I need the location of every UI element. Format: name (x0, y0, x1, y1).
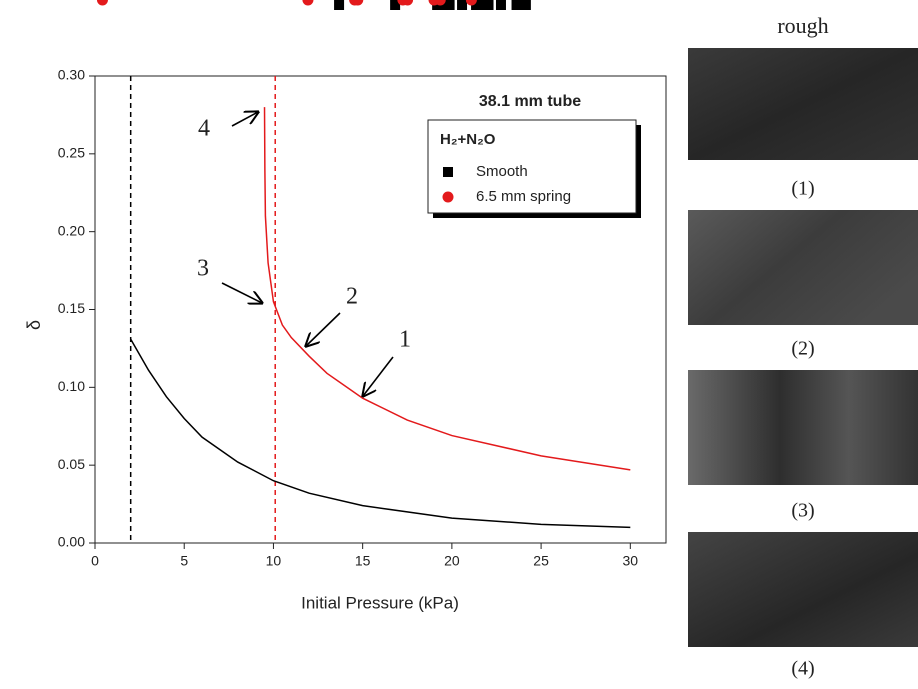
x-tick-label: 10 (266, 553, 282, 569)
photo-label: (2) (791, 338, 814, 360)
fit-curve (130, 338, 631, 529)
point (444, 0, 455, 10)
x-axis-title: Initial Pressure (kPa) (301, 593, 459, 612)
point (302, 0, 314, 6)
legend-marker (443, 167, 453, 177)
x-tick-label: 0 (91, 553, 99, 569)
photo-label: (3) (791, 500, 814, 522)
point (402, 0, 414, 6)
point (96, 0, 108, 6)
point (483, 0, 494, 10)
annotation-arrow (306, 312, 341, 346)
photo-label: (1) (791, 178, 814, 200)
point (520, 0, 531, 10)
legend-box (427, 119, 637, 214)
x-tick-label: 20 (444, 553, 460, 569)
y-tick-label: 0.05 (58, 456, 85, 472)
annotation-arrow (221, 282, 262, 303)
point (465, 0, 477, 6)
legend-title: H₂+N₂O (440, 131, 496, 148)
fit-curve (263, 107, 631, 471)
y-tick-label: 0.00 (58, 534, 85, 550)
photo-label: (4) (791, 658, 814, 680)
legend-label: Smooth (476, 163, 528, 180)
annotation: 1 (399, 327, 411, 353)
photo (688, 48, 918, 160)
point (432, 0, 443, 10)
point (434, 0, 446, 6)
point (390, 0, 401, 10)
photo (688, 370, 918, 485)
point (352, 0, 364, 6)
x-tick-label: 5 (180, 553, 188, 569)
y-axis-title: δ (24, 320, 44, 330)
annotation: 3 (197, 256, 209, 282)
annotation: 4 (198, 116, 210, 142)
legend-marker (442, 191, 454, 203)
point (495, 0, 506, 10)
point (457, 0, 468, 10)
annotation: 2 (346, 284, 358, 310)
point (334, 0, 345, 10)
photo (688, 532, 918, 647)
y-tick-label: 0.30 (58, 67, 85, 83)
y-tick-label: 0.10 (58, 378, 85, 394)
photos (688, 48, 918, 647)
annotation-arrow (363, 356, 394, 396)
photo (688, 210, 918, 325)
y-tick-label: 0.15 (58, 300, 85, 316)
chart-title: 38.1 mm tube (479, 93, 581, 110)
point (511, 0, 522, 10)
panel-title: rough (777, 13, 828, 38)
x-tick-label: 30 (623, 553, 639, 569)
x-tick-label: 25 (533, 553, 549, 569)
point (474, 0, 485, 10)
x-tick-label: 15 (355, 553, 371, 569)
annotation-arrow (231, 112, 258, 127)
y-tick-label: 0.25 (58, 145, 85, 161)
legend-label: 6.5 mm spring (476, 188, 571, 205)
y-tick-label: 0.20 (58, 222, 85, 238)
